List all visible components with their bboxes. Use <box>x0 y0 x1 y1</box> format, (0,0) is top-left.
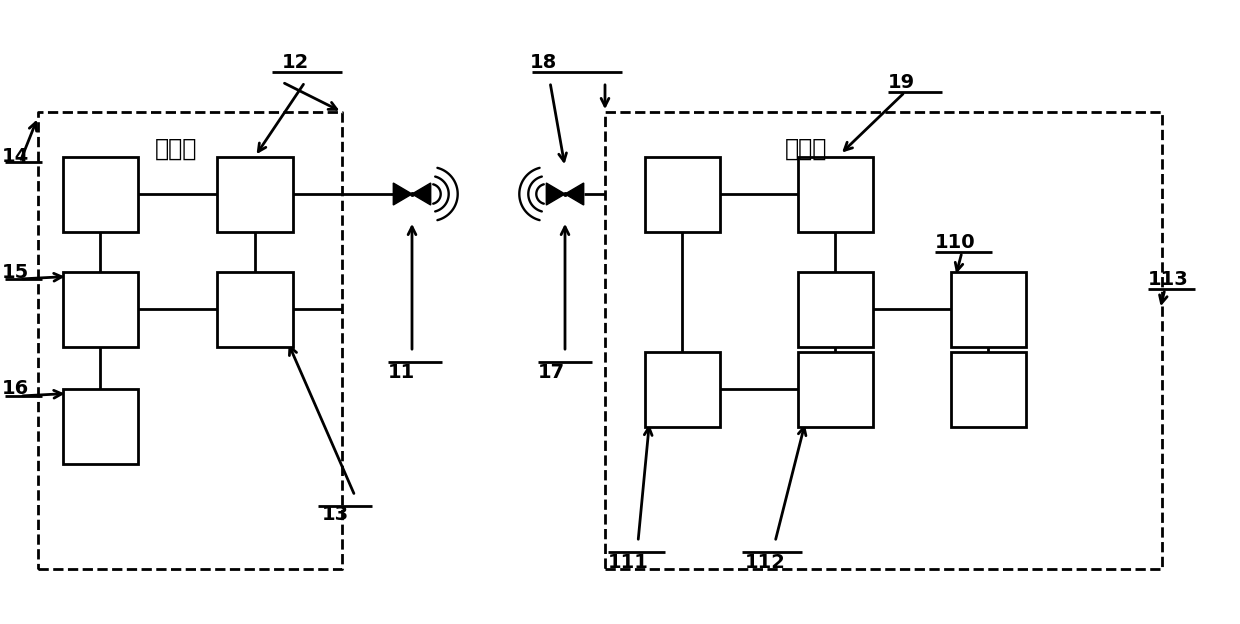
Text: 110: 110 <box>935 233 976 251</box>
Text: 17: 17 <box>538 363 565 381</box>
Bar <box>645 351 719 426</box>
Text: 18: 18 <box>529 52 557 72</box>
Bar <box>797 157 873 232</box>
Polygon shape <box>412 183 430 205</box>
Text: 113: 113 <box>1148 270 1189 288</box>
Text: 112: 112 <box>745 552 786 572</box>
Text: 111: 111 <box>608 552 649 572</box>
Bar <box>62 157 138 232</box>
Bar <box>62 389 138 464</box>
Text: 16: 16 <box>2 379 30 399</box>
Bar <box>217 157 293 232</box>
Text: 11: 11 <box>388 363 415 381</box>
Polygon shape <box>565 183 584 205</box>
Bar <box>951 271 1025 346</box>
Bar <box>217 271 293 346</box>
Text: 14: 14 <box>2 147 30 165</box>
Text: 主节点: 主节点 <box>155 137 197 161</box>
Polygon shape <box>547 183 565 205</box>
Bar <box>797 271 873 346</box>
Bar <box>645 157 719 232</box>
Text: 12: 12 <box>281 52 309 72</box>
Text: 19: 19 <box>888 72 915 92</box>
Text: 13: 13 <box>322 504 350 524</box>
Polygon shape <box>393 183 412 205</box>
Text: 子节点: 子节点 <box>785 137 827 161</box>
Text: 15: 15 <box>2 263 30 281</box>
Bar <box>797 351 873 426</box>
Bar <box>62 271 138 346</box>
Bar <box>951 351 1025 426</box>
